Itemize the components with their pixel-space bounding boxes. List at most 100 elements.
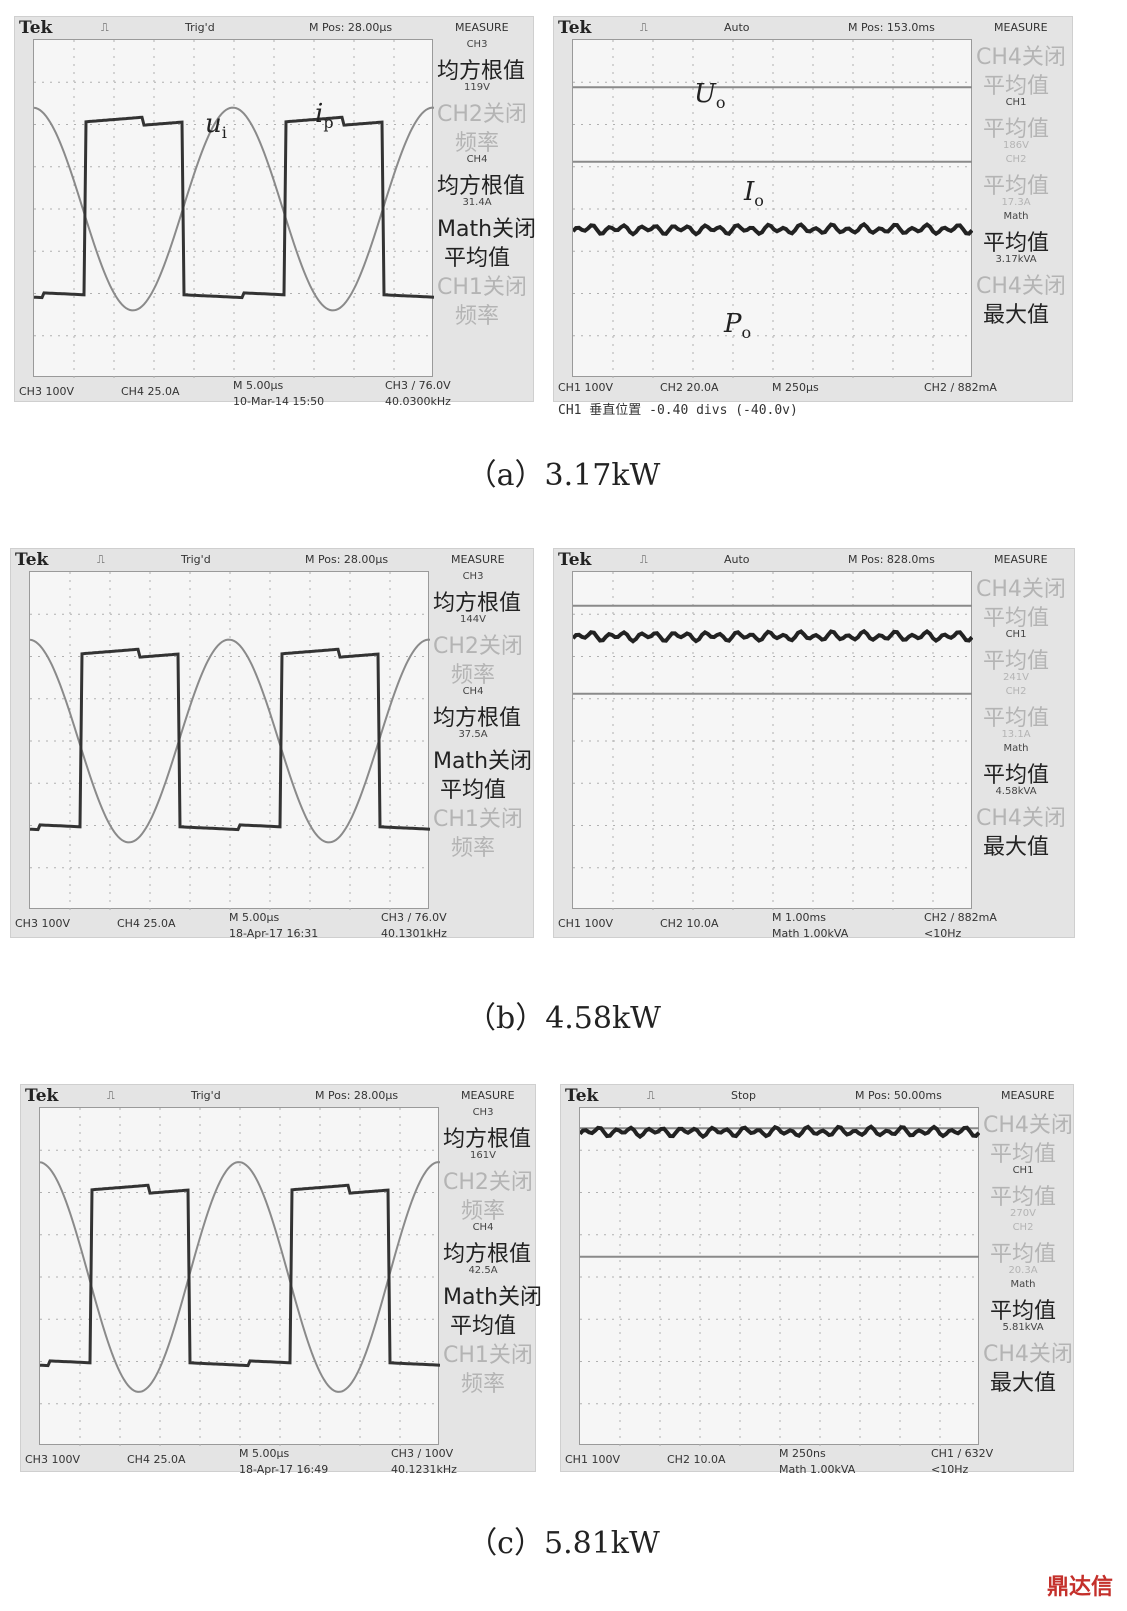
measure-menu: CH4关闭 平均值 CH1 平均值 241V CH2 平均值 13.1A Math 平均值 4.58…	[976, 571, 1066, 911]
scope-c-left: Tek ⎍ Trig'd M Pos: 28.00μs MEASURE CH3 均方根值 16…	[20, 1084, 542, 1476]
measure-item: 平均值	[443, 246, 510, 271]
measure-item: 平均值	[449, 1314, 516, 1339]
footer-readout: 18-Apr-17 16:49	[239, 1463, 329, 1476]
measure-item: 频率	[460, 1199, 505, 1224]
measure-item: 平均值	[989, 1299, 1056, 1324]
m-position: M Pos: 50.00ms	[855, 1089, 942, 1102]
measure-item: CH2	[1012, 1222, 1034, 1233]
scope-c-right: Tek ⎍ Stop M Pos: 50.00ms MEASURE CH4关闭 平均值 CH1…	[560, 1084, 1074, 1476]
measure-item: 31.4A	[462, 197, 492, 208]
waveform-plot	[40, 1108, 440, 1446]
measure-item: 平均值	[982, 763, 1049, 788]
measure-item: Math关闭	[437, 217, 537, 242]
trigger-status: Auto	[724, 553, 750, 566]
measure-title: MEASURE	[451, 553, 505, 566]
scope-graticule	[39, 1107, 440, 1446]
measure-menu: CH4关闭 平均值 CH1 平均值 270V CH2 平均值 20.3A Math 平均值 5.81…	[983, 1107, 1073, 1447]
scope-a-right: Tek ⎍ Auto M Pos: 153.0ms MEASURE CH4关闭 平均值 CH1…	[553, 16, 1073, 418]
scope-header: Tek ⎍ Auto M Pos: 828.0ms MEASURE	[554, 549, 1074, 571]
m-position: M Pos: 28.00μs	[315, 1089, 399, 1102]
sine-trace	[30, 638, 430, 844]
measure-item: 平均值	[982, 606, 1049, 631]
footer-readout: CH4 25.0A	[121, 385, 180, 398]
measure-item: CH3	[466, 39, 488, 50]
dc-trace-1	[580, 1124, 980, 1140]
brand-label: Tek	[25, 1086, 59, 1106]
measure-item: 平均值	[982, 231, 1049, 256]
trigger-status: Trig'd	[185, 21, 215, 34]
label-io: Io	[744, 177, 764, 211]
square-trace	[40, 1183, 440, 1368]
measure-menu: CH3 均方根值 119V CH2关闭 频率 CH4 均方根值 31.4A Math关闭 平均值 C…	[437, 39, 537, 379]
label-po: Po	[724, 309, 752, 343]
measure-item: 频率	[454, 304, 499, 329]
measure-item: 144V	[460, 614, 486, 625]
footer-readout: Math 1.00kVA	[772, 927, 849, 940]
waveform-plot	[34, 40, 434, 378]
footer-readout: 18-Apr-17 16:31	[229, 927, 319, 940]
footer-readout: 40.0300kHz	[385, 395, 451, 408]
measure-item: 平均值	[989, 1242, 1056, 1267]
footer-readout: CH2 10.0A	[660, 917, 719, 930]
measure-item: 119V	[464, 82, 490, 93]
measure-item: 5.81kVA	[1002, 1322, 1044, 1333]
measure-item: Math	[1010, 1279, 1036, 1290]
measure-item: CH4关闭	[976, 577, 1066, 602]
footer-readout: CH2 10.0A	[667, 1453, 726, 1466]
measure-item: 频率	[450, 836, 495, 861]
measure-item: 均方根值	[433, 591, 522, 616]
measure-title: MEASURE	[994, 21, 1048, 34]
footer-readout: CH1 垂直位置 -0.40 divs (-40.0v)	[558, 403, 798, 418]
measure-item: 270V	[1010, 1208, 1036, 1219]
footer-readout: 40.1231kHz	[391, 1463, 457, 1476]
measure-title: MEASURE	[1001, 1089, 1055, 1102]
sine-trace	[34, 106, 434, 312]
measure-item: CH4	[462, 686, 484, 697]
measure-item: CH2关闭	[443, 1170, 533, 1195]
trigger-status: Trig'd	[191, 1089, 221, 1102]
measure-item: Math	[1003, 743, 1029, 754]
measure-item: 3.17kVA	[995, 254, 1037, 265]
waveform-plot	[573, 572, 973, 910]
footer-readout: <10Hz	[931, 1463, 969, 1476]
measure-item: 最大值	[982, 835, 1049, 860]
footer-readout: 10-Mar-14 15:50	[233, 395, 325, 408]
measure-menu: CH3 均方根值 144V CH2关闭 频率 CH4 均方根值 37.5A Math关闭 平均值 C…	[433, 571, 532, 911]
sine-trace	[40, 1161, 440, 1393]
measure-item: CH4	[472, 1222, 494, 1233]
footer-readout: CH4 25.0A	[117, 917, 176, 930]
measure-item: 频率	[450, 663, 495, 688]
scope-graticule	[29, 571, 430, 910]
scope-a-left: Tek ⎍ Trig'd M Pos: 28.00μs MEASURE CH3 均方根值 11…	[14, 16, 537, 408]
measure-item: 平均值	[982, 74, 1049, 99]
scope-graticule	[572, 571, 973, 910]
measure-item: CH4	[466, 154, 488, 165]
measure-item: CH3	[462, 571, 484, 582]
scope-header: Tek ⎍ Auto M Pos: 153.0ms MEASURE	[554, 17, 1072, 39]
measure-item: 均方根值	[443, 1127, 532, 1152]
footer-readout: CH3 ∕ 76.0V	[385, 379, 451, 392]
scope-header: Tek ⎍ Trig'd M Pos: 28.00μs MEASURE	[11, 549, 533, 571]
measure-item: CH4关闭	[983, 1342, 1073, 1367]
footer-readout: CH3 100V	[15, 917, 70, 930]
trigger-pulse-icon: ⎍	[647, 1089, 655, 1102]
measure-item: 4.58kVA	[995, 786, 1037, 797]
measure-item: 186V	[1003, 140, 1029, 151]
measure-item: CH2	[1005, 686, 1027, 697]
measure-item: 161V	[470, 1150, 496, 1161]
measure-item: Math	[1003, 211, 1029, 222]
scope-graticule	[579, 1107, 980, 1446]
scope-graticule	[33, 39, 434, 378]
scope-b-right: Tek ⎍ Auto M Pos: 828.0ms MEASURE CH4关闭 平均值 CH1…	[553, 548, 1075, 940]
dc-trace-1	[573, 628, 973, 644]
measure-item: 频率	[460, 1372, 505, 1397]
label-ip: ip	[315, 99, 334, 133]
measure-item: CH4关闭	[976, 274, 1066, 299]
measure-item: 频率	[454, 131, 499, 156]
trigger-status: Stop	[731, 1089, 757, 1102]
footer-readout: CH1 100V	[558, 381, 613, 394]
footer-readout: CH1 ∕ 632V	[931, 1447, 994, 1460]
footer-readout: CH3 100V	[25, 1453, 80, 1466]
measure-item: CH1	[1005, 629, 1027, 640]
trigger-status: Trig'd	[181, 553, 211, 566]
